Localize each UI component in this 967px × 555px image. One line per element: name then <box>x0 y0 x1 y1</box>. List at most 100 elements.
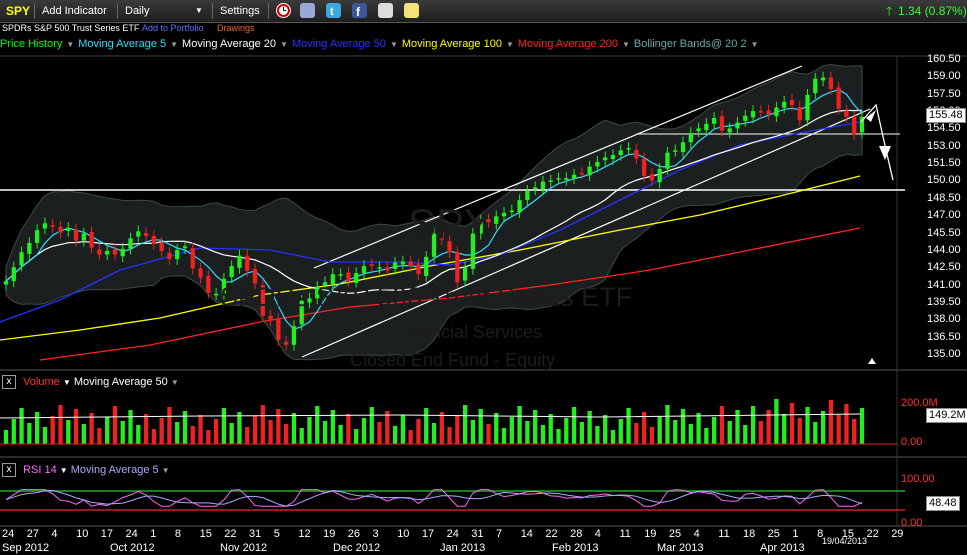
candle-body <box>548 180 553 182</box>
candle-body <box>73 229 79 241</box>
chevron-down-icon[interactable]: ▼ <box>170 378 179 387</box>
volume-bar <box>206 430 211 444</box>
add-to-portfolio-link[interactable]: Add to Portfolio <box>142 23 204 33</box>
volume-bar <box>735 410 740 444</box>
toolbar-divider <box>117 3 118 19</box>
chevron-down-icon[interactable]: ▼ <box>62 378 71 387</box>
volume-bar <box>813 422 818 444</box>
candle-body <box>299 300 304 325</box>
date-tick-label: 4 <box>693 528 700 540</box>
candle-body <box>571 174 577 179</box>
share-icon[interactable] <box>378 3 393 18</box>
volume-bar <box>159 418 164 444</box>
chevron-down-icon[interactable]: ▼ <box>280 40 288 49</box>
volume-bar <box>190 426 195 444</box>
candle-body <box>346 272 351 282</box>
close-icon[interactable]: x <box>2 375 16 390</box>
volume-bar <box>276 409 281 444</box>
chevron-down-icon[interactable]: ▼ <box>66 40 75 49</box>
date-tick-label: 17 <box>421 528 435 540</box>
volume-bar <box>852 419 857 444</box>
note-icon[interactable] <box>404 3 419 18</box>
candle-body <box>750 111 756 118</box>
chevron-down-icon[interactable]: ▼ <box>59 466 68 475</box>
date-tick-label: 19 <box>644 528 657 540</box>
volume-bar <box>89 413 94 444</box>
date-tick-label: 25 <box>668 528 682 540</box>
twitter-icon[interactable]: t <box>326 3 341 18</box>
candle-body <box>89 231 94 248</box>
volume-bar <box>789 403 795 444</box>
facebook-icon[interactable]: f <box>352 3 367 19</box>
rsi-ma-label: Moving Average 5 <box>70 464 159 476</box>
date-tick-label: 19 <box>323 528 336 540</box>
price-tick-label: 144.00 <box>927 243 961 256</box>
candle-body <box>315 286 320 299</box>
legend-item[interactable]: Moving Average 50 <box>291 38 386 50</box>
volume-bar <box>112 406 118 444</box>
volume-bar <box>50 416 55 444</box>
candle-body <box>369 264 374 267</box>
volume-bar <box>361 418 367 444</box>
chevron-down-icon[interactable]: ▼ <box>505 40 514 49</box>
candle-body <box>665 152 670 169</box>
volume-bar <box>151 429 156 444</box>
legend-item[interactable]: Moving Average 5 <box>78 38 167 50</box>
rsi-title: RSI 14 <box>23 464 57 476</box>
candle-body <box>245 255 250 271</box>
price-tick-label: 145.50 <box>927 226 961 239</box>
close-icon[interactable]: x <box>2 463 16 478</box>
candle-body <box>221 278 227 294</box>
candle-body <box>182 246 188 249</box>
chevron-down-icon[interactable]: ▼ <box>170 40 179 49</box>
chevron-down-icon[interactable]: ▼ <box>195 6 203 15</box>
volume-bar <box>307 417 312 444</box>
price-tick-label: 135.00 <box>927 348 961 360</box>
volume-bar <box>680 409 686 444</box>
candle-body <box>330 274 335 285</box>
chevron-down-icon[interactable]: ▼ <box>389 40 398 49</box>
candle-body <box>494 216 499 224</box>
candle-body <box>478 220 483 234</box>
candle-body <box>447 241 452 253</box>
chevron-down-icon[interactable]: ▼ <box>161 466 170 475</box>
settings-button[interactable]: Settings <box>220 5 260 17</box>
interval-select[interactable]: Daily <box>125 5 150 17</box>
volume-bar <box>556 429 561 444</box>
print-icon[interactable] <box>300 3 315 18</box>
drawings-link[interactable]: Drawings <box>217 23 255 33</box>
candle-body <box>704 123 709 131</box>
arrow-up-icon <box>866 110 876 122</box>
projection-line <box>860 103 894 181</box>
date-tick-label: 15 <box>199 528 212 540</box>
symbol-input[interactable]: SPY <box>6 4 31 18</box>
volume-bar <box>766 410 771 444</box>
volume-bar <box>486 424 491 444</box>
legend-item[interactable]: Moving Average 100 <box>401 38 502 50</box>
watermark-type: Closed End Fund - Equity <box>350 350 556 370</box>
candle-body <box>564 178 569 180</box>
chevron-down-icon[interactable]: ▼ <box>750 40 759 49</box>
volume-bar <box>128 410 133 444</box>
legend-item[interactable]: Bollinger Bands@ 20 2 <box>633 38 747 50</box>
volume-bar <box>19 408 24 444</box>
volume-bar <box>315 406 320 444</box>
candle-body <box>34 230 40 243</box>
volume-bar <box>719 406 725 444</box>
candle-body <box>743 115 748 121</box>
volume-bar <box>533 410 538 444</box>
legend-item[interactable]: Moving Average 20 <box>182 38 277 50</box>
legend-item[interactable]: Moving Average 200 <box>517 38 618 50</box>
candle-body <box>237 255 242 268</box>
legend-item[interactable]: Price History <box>0 38 63 50</box>
watermark-name: SPDRs S&P 500 Trust Series ETF <box>220 282 633 312</box>
last-price-tag: 155.48 <box>926 108 966 123</box>
rsi-panel-header: x RSI 14 ▼ Moving Average 5 ▼ <box>0 462 170 478</box>
volume-bar <box>743 425 748 444</box>
scroll-up-icon <box>868 358 876 364</box>
add-indicator-button[interactable]: Add Indicator <box>42 5 107 17</box>
chevron-down-icon[interactable]: ▼ <box>621 40 630 49</box>
clock-icon[interactable] <box>276 3 291 18</box>
volume-bar <box>322 421 328 444</box>
